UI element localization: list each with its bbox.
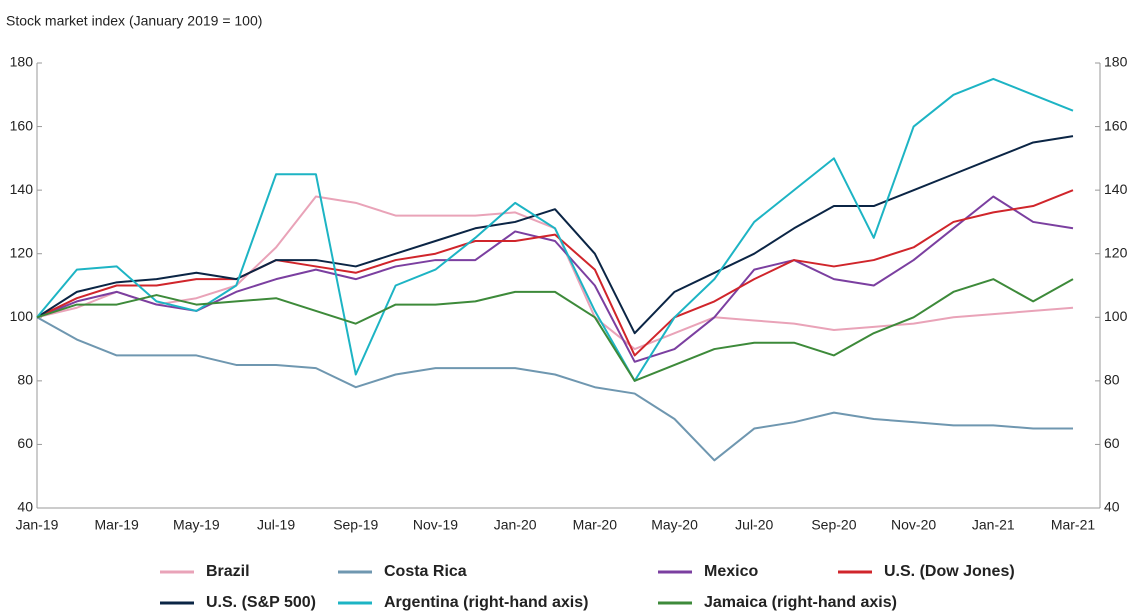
y2-tick-label: 60 (1104, 435, 1120, 451)
x-tick-label: Jan-19 (16, 517, 59, 533)
y-tick-label: 40 (17, 499, 33, 515)
y-tick-label: 100 (10, 308, 34, 324)
series-line (36, 278, 1074, 382)
y-tick-label: 80 (17, 372, 33, 388)
legend-label: U.S. (Dow Jones) (884, 563, 1015, 580)
x-tick-label: Jul-19 (257, 517, 295, 533)
y2-tick-label: 160 (1104, 117, 1128, 133)
x-tick-label: May-19 (173, 517, 220, 533)
y-tick-label: 180 (10, 54, 34, 70)
x-tick-label: Jan-20 (494, 517, 537, 533)
x-tick-label: May-20 (651, 517, 698, 533)
y2-tick-label: 180 (1104, 54, 1128, 70)
y-tick-label: 140 (10, 181, 34, 197)
y2-tick-label: 100 (1104, 308, 1128, 324)
x-tick-label: Jul-20 (735, 517, 773, 533)
legend-label: Jamaica (right-hand axis) (704, 594, 897, 611)
x-tick-label: Mar-21 (1051, 517, 1096, 533)
x-tick-label: Jan-21 (972, 517, 1015, 533)
y-tick-label: 120 (10, 244, 34, 260)
x-tick-label: Sep-19 (333, 517, 378, 533)
x-tick-label: Mar-19 (95, 517, 140, 533)
x-tick-label: Sep-20 (811, 517, 856, 533)
y-tick-label: 60 (17, 435, 33, 451)
legend-label: U.S. (S&P 500) (206, 594, 316, 611)
x-tick-label: Nov-20 (891, 517, 936, 533)
y2-tick-label: 120 (1104, 244, 1128, 260)
series-line (36, 77, 1074, 382)
series-line (36, 195, 1074, 363)
y-tick-label: 160 (10, 117, 34, 133)
y2-tick-label: 80 (1104, 372, 1120, 388)
legend-label: Brazil (206, 563, 250, 580)
series-line (36, 189, 1074, 357)
y2-tick-label: 140 (1104, 181, 1128, 197)
x-tick-label: Nov-19 (413, 517, 458, 533)
series-line (36, 316, 1073, 462)
legend-label: Mexico (704, 563, 758, 580)
chart-title: Stock market index (January 2019 = 100) (6, 13, 262, 29)
legend-label: Argentina (right-hand axis) (384, 594, 588, 611)
legend-label: Costa Rica (384, 563, 467, 580)
series-line (36, 135, 1074, 335)
x-tick-label: Mar-20 (573, 517, 618, 533)
y2-tick-label: 40 (1104, 499, 1120, 515)
